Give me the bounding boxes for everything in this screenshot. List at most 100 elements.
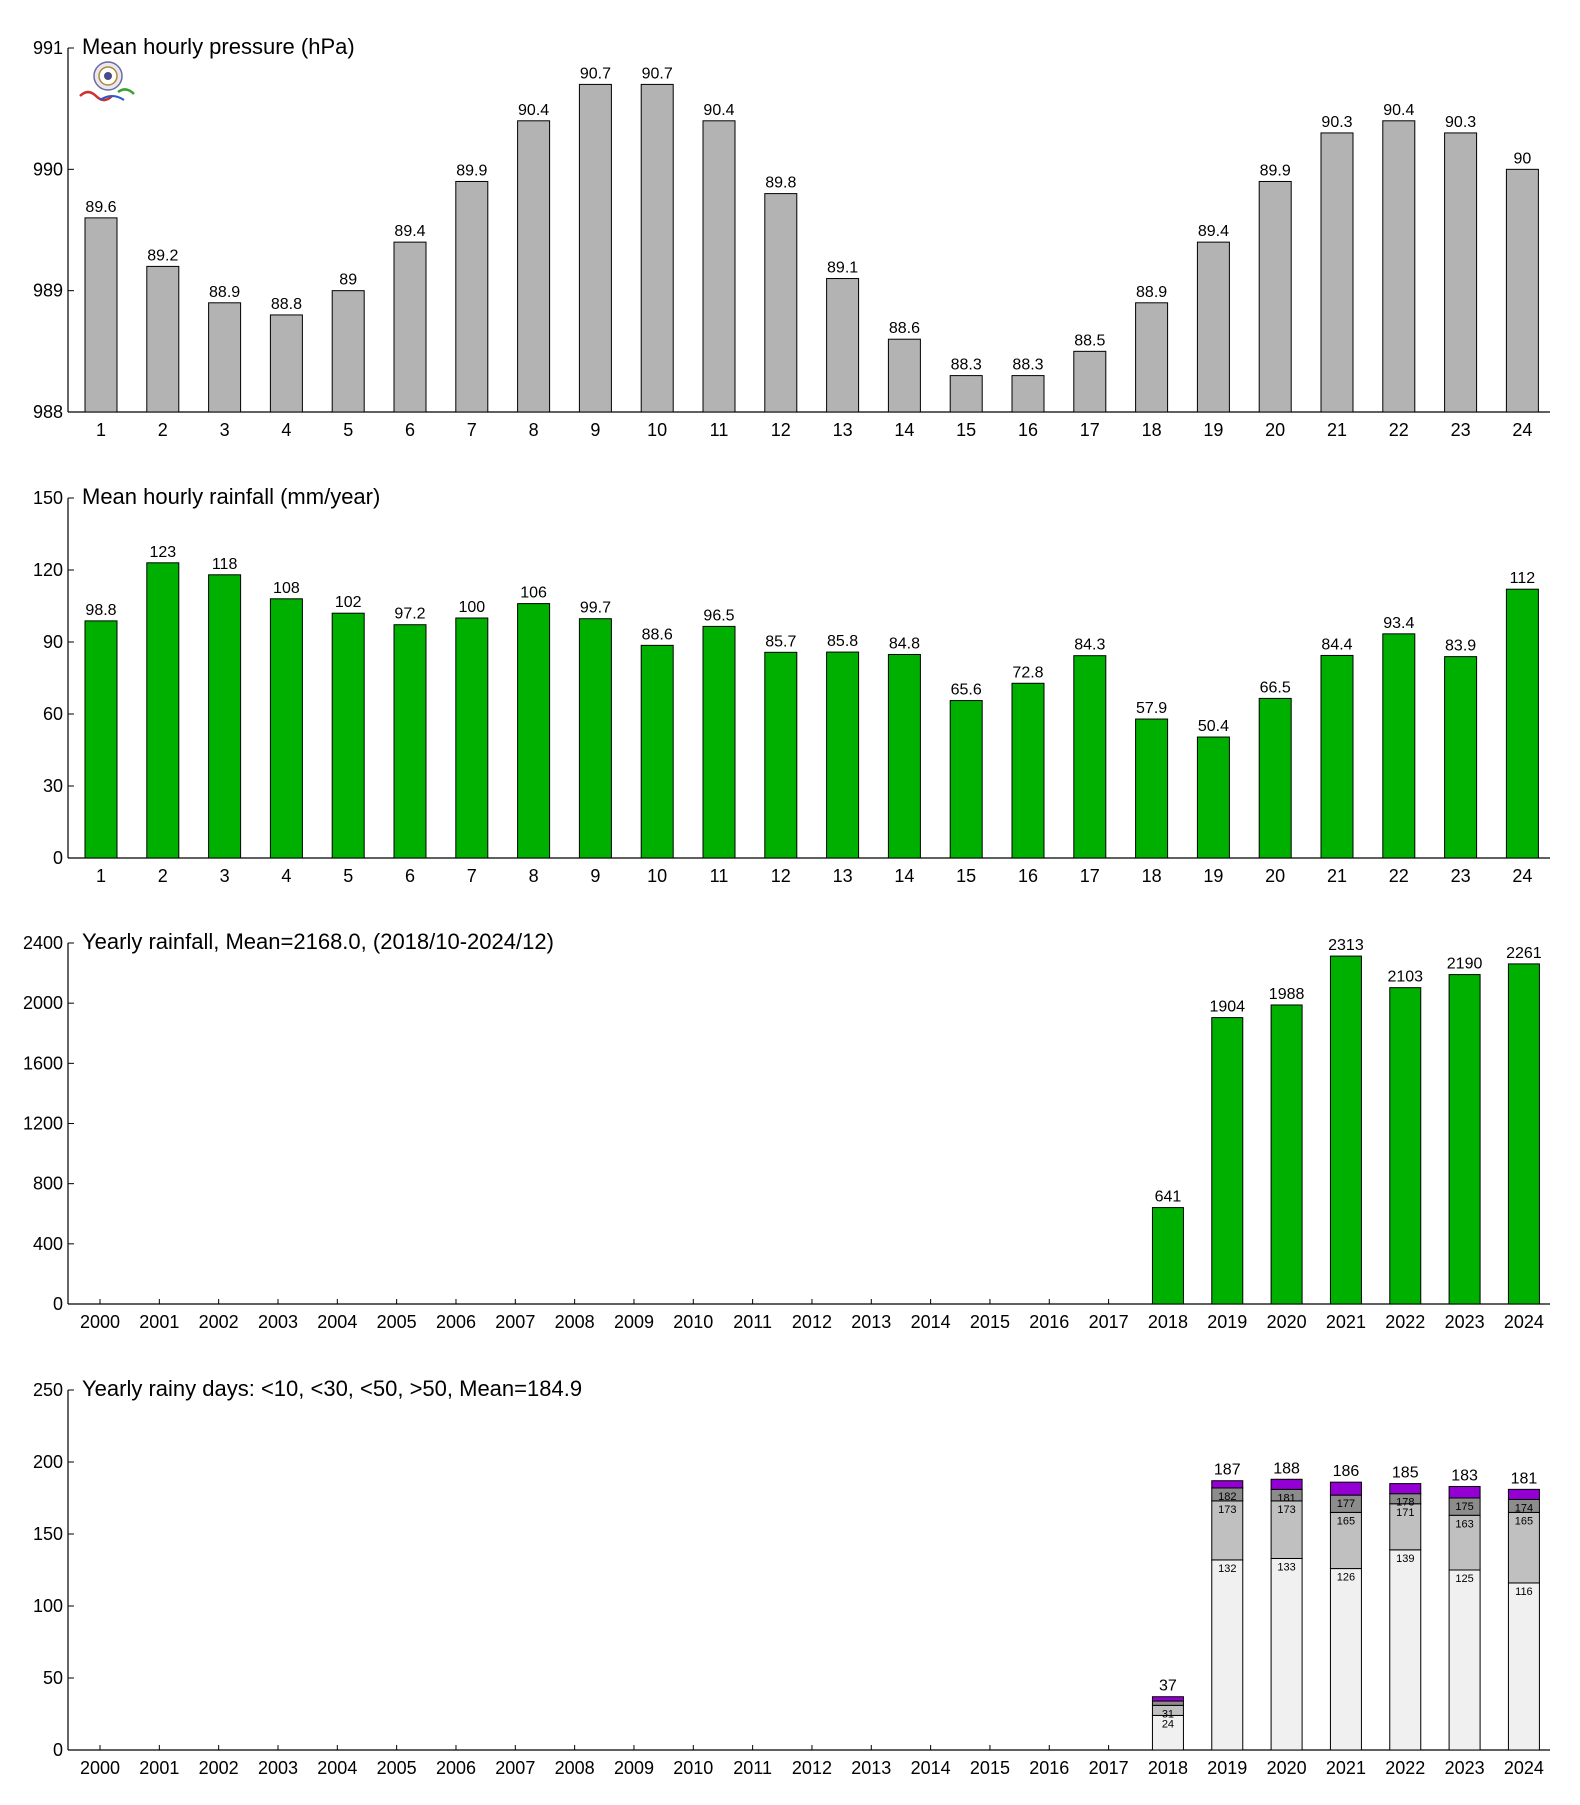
- stacked-bar-segment: [1389, 1503, 1422, 1551]
- x-tick-label: 2013: [851, 1312, 891, 1332]
- x-tick-label: 1: [96, 866, 106, 886]
- stacked-bar-segment: [1448, 1514, 1481, 1571]
- bar: [764, 651, 798, 859]
- x-tick-label: 2010: [673, 1758, 713, 1778]
- bar-value-label: 89.9: [456, 162, 487, 179]
- x-tick-label: 2005: [377, 1312, 417, 1332]
- x-tick-label: 2021: [1326, 1312, 1366, 1332]
- x-tick-label: 16: [1018, 420, 1038, 440]
- x-tick-label: 14: [894, 420, 914, 440]
- y-tick-label: 30: [43, 776, 63, 796]
- bar-value-label: 89.9: [1260, 162, 1291, 179]
- x-tick-label: 12: [771, 420, 791, 440]
- segment-value-label: 165: [1515, 1515, 1533, 1527]
- x-tick-label: 8: [529, 420, 539, 440]
- stacked-bar-segment: [1151, 1714, 1184, 1751]
- x-tick-label: 22: [1389, 420, 1409, 440]
- bar: [1211, 1017, 1244, 1305]
- bar: [1151, 1207, 1184, 1305]
- bar: [269, 598, 303, 859]
- bar: [887, 653, 921, 859]
- y-tick-label: 2400: [23, 933, 63, 953]
- y-tick-label: 991: [33, 38, 63, 58]
- bar: [640, 644, 674, 859]
- bar-value-label: 99.7: [580, 600, 611, 617]
- y-tick-label: 250: [33, 1380, 63, 1400]
- bar-value-label: 84.3: [1074, 637, 1105, 654]
- segment-value-label: 177: [1337, 1498, 1355, 1510]
- bar-value-label: 90.3: [1321, 114, 1352, 131]
- bar-value-label: 88.9: [209, 284, 240, 301]
- segment-value-label: 24: [1162, 1718, 1174, 1730]
- bar: [1382, 633, 1416, 859]
- bar-value-label: 90.4: [703, 102, 734, 119]
- bar: [826, 278, 860, 413]
- bar-value-label: 50.4: [1198, 718, 1229, 735]
- x-tick-label: 2014: [911, 1312, 951, 1332]
- bar: [331, 290, 365, 413]
- bar: [949, 375, 983, 413]
- x-tick-label: 2008: [555, 1758, 595, 1778]
- stacked-bar-segment: [1211, 1480, 1244, 1489]
- bar-value-label: 84.4: [1321, 636, 1352, 653]
- segment-value-label: 163: [1455, 1518, 1473, 1530]
- bar-value-label: 90.3: [1445, 114, 1476, 131]
- bar: [1320, 654, 1354, 859]
- x-tick-label: 2010: [673, 1312, 713, 1332]
- bar-value-label: 96.5: [703, 607, 734, 624]
- segment-value-label: 181: [1277, 1492, 1295, 1504]
- bar: [1329, 955, 1362, 1305]
- x-tick-label: 2000: [80, 1312, 120, 1332]
- bar: [208, 302, 242, 413]
- bar: [1505, 588, 1539, 859]
- y-tick-label: 1600: [23, 1053, 63, 1073]
- bar-value-label: 89: [339, 272, 357, 289]
- x-tick-label: 2018: [1148, 1312, 1188, 1332]
- bar-value-label: 88.6: [889, 320, 920, 337]
- bar: [887, 338, 921, 413]
- bar-value-label: 90.7: [580, 65, 611, 82]
- segment-value-label: 178: [1396, 1497, 1414, 1509]
- bar: [1258, 180, 1292, 413]
- bar-value-label: 89.8: [765, 175, 796, 192]
- segment-value-label: 133: [1277, 1561, 1295, 1573]
- x-tick-label: 20: [1265, 420, 1285, 440]
- x-tick-label: 2015: [970, 1312, 1010, 1332]
- bar: [702, 625, 736, 859]
- segment-value-label: 116: [1515, 1586, 1533, 1598]
- x-tick-label: 2022: [1385, 1312, 1425, 1332]
- x-tick-label: 9: [590, 420, 600, 440]
- x-tick-label: 4: [281, 420, 291, 440]
- chart-title: Mean hourly pressure (hPa): [82, 34, 355, 59]
- x-tick-label: 2002: [199, 1758, 239, 1778]
- bar: [1135, 302, 1169, 413]
- bar-value-label: 2313: [1328, 937, 1364, 954]
- bar: [517, 603, 551, 859]
- x-tick-label: 2018: [1148, 1758, 1188, 1778]
- bar: [1258, 697, 1292, 859]
- bar: [764, 193, 798, 413]
- total-value-label: 183: [1451, 1467, 1478, 1484]
- x-tick-label: 2008: [555, 1312, 595, 1332]
- stacked-bar-segment: [1329, 1511, 1362, 1570]
- total-value-label: 37: [1159, 1678, 1177, 1695]
- x-tick-label: 2019: [1207, 1312, 1247, 1332]
- x-tick-label: 2012: [792, 1312, 832, 1332]
- y-tick-label: 60: [43, 704, 63, 724]
- y-tick-label: 0: [53, 1294, 63, 1314]
- x-tick-label: 2017: [1089, 1312, 1129, 1332]
- x-tick-label: 8: [529, 866, 539, 886]
- x-tick-label: 2004: [317, 1312, 357, 1332]
- x-tick-label: 19: [1203, 420, 1223, 440]
- x-tick-label: 21: [1327, 420, 1347, 440]
- bar-value-label: 123: [149, 544, 176, 561]
- bar-value-label: 88.3: [951, 357, 982, 374]
- y-tick-label: 150: [33, 1524, 63, 1544]
- bar-value-label: 88.3: [1012, 357, 1043, 374]
- total-value-label: 186: [1333, 1463, 1360, 1480]
- bar-value-label: 65.6: [951, 682, 982, 699]
- x-tick-label: 2023: [1445, 1758, 1485, 1778]
- y-tick-label: 100: [33, 1596, 63, 1616]
- x-tick-label: 2019: [1207, 1758, 1247, 1778]
- x-tick-label: 20: [1265, 866, 1285, 886]
